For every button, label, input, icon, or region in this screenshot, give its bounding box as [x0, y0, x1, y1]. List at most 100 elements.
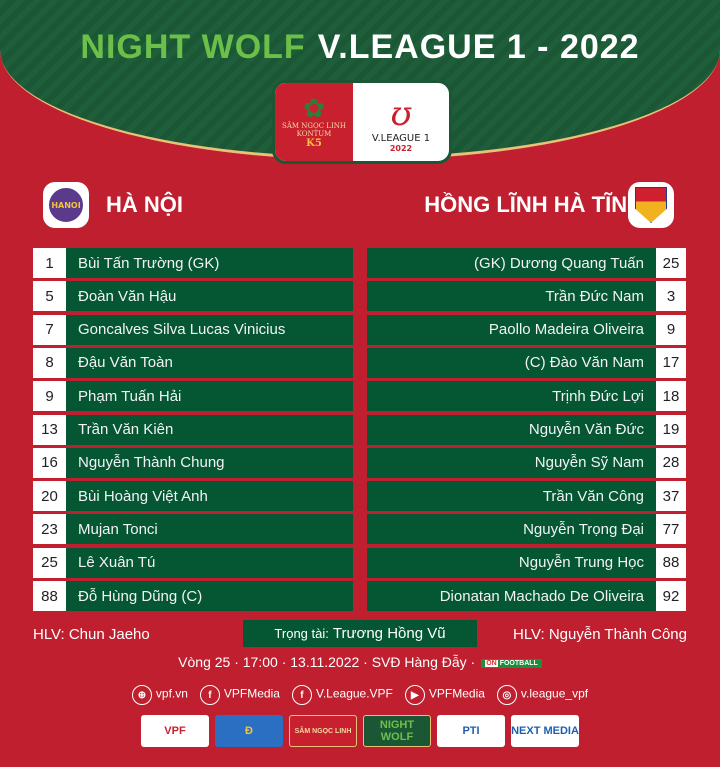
home-player-row: 1 Bùi Tấn Trường (GK) [33, 248, 353, 278]
player-name: Phạm Tuấn Hải [66, 381, 353, 412]
sponsor-name: SÂM NGỌC LINH [282, 121, 346, 130]
sponsor-logo: VPF [141, 715, 209, 747]
player-number: 3 [656, 281, 686, 312]
player-name: Bùi Tấn Trường (GK) [66, 248, 353, 278]
player-name: (GK) Dương Quang Tuấn [367, 248, 656, 278]
home-player-row: 7 Goncalves Silva Lucas Vinicius [33, 314, 353, 345]
player-number: 19 [656, 414, 686, 445]
player-number: 17 [656, 347, 686, 378]
player-number: 8 [33, 347, 66, 378]
social-label: VPFMedia [223, 686, 280, 701]
page-title: NIGHT WOLF V.LEAGUE 1 - 2022 [0, 28, 720, 67]
home-player-row: 9 Phạm Tuấn Hải [33, 381, 353, 412]
player-name: Nguyễn Sỹ Nam [367, 447, 656, 478]
player-name: Trần Đức Nam [367, 281, 656, 312]
player-number: 18 [656, 381, 686, 412]
away-player-row: Nguyễn Văn Đức 19 [367, 414, 686, 445]
player-name: Goncalves Silva Lucas Vinicius [66, 314, 353, 345]
broadcaster-on: ON [485, 659, 498, 667]
onfootball-logo: ON FOOTBALL [481, 658, 542, 668]
badge-year: 2022 [389, 144, 413, 153]
player-number: 7 [33, 314, 66, 345]
youtube-icon: ▶ [404, 685, 425, 705]
social-link[interactable]: ▶ VPFMedia [404, 685, 485, 705]
player-name: Lê Xuân Tú [66, 547, 353, 578]
home-team-name: HÀ NỘI [106, 192, 183, 217]
globe-icon: ⊕ [131, 685, 152, 705]
referee-label: Trọng tài: [274, 626, 329, 641]
player-number: 88 [33, 581, 66, 611]
sponsor-sub: KONTUM [296, 129, 332, 138]
player-name: Bùi Hoàng Việt Anh [66, 481, 353, 512]
social-label: V.League.VPF [315, 686, 393, 701]
away-player-row: Dionatan Machado De Oliveira 92 [367, 581, 686, 611]
social-link[interactable]: f V.League.VPF [291, 685, 393, 705]
player-number: 25 [33, 547, 66, 578]
home-player-row: 23 Mujan Tonci [33, 514, 353, 545]
sponsor-logo: NEXT MEDIA [511, 715, 579, 747]
instagram-icon: ◎ [496, 685, 517, 705]
player-name: Dionatan Machado De Oliveira [367, 581, 656, 611]
social-link[interactable]: ◎ v.league_vpf [496, 685, 589, 705]
home-coach: HLV: Chun Jaeho [33, 626, 150, 643]
away-team-name: HỒNG LĨNH HÀ TĨNH [424, 192, 643, 217]
player-number: 28 [656, 447, 686, 478]
referee-bar: Trọng tài: Trương Hồng Vũ [243, 620, 477, 647]
player-number: 77 [656, 514, 686, 545]
away-player-row: Trịnh Đức Lợi 18 [367, 381, 686, 412]
player-name: Paollo Madeira Oliveira [367, 314, 656, 345]
player-name: Nguyễn Thành Chung [66, 447, 353, 478]
player-number: 37 [656, 481, 686, 512]
player-number: 9 [33, 381, 66, 412]
player-number: 25 [656, 248, 686, 278]
away-player-row: Trần Đức Nam 3 [367, 281, 686, 312]
home-crest: HANOI [43, 182, 89, 228]
away-crest [628, 182, 674, 228]
home-player-row: 5 Đoàn Văn Hậu [33, 281, 353, 312]
away-player-row: (C) Đào Văn Nam 17 [367, 347, 686, 378]
social-label: v.league_vpf [520, 686, 589, 701]
away-player-row: Nguyễn Sỹ Nam 28 [367, 447, 686, 478]
player-name: Đậu Văn Toàn [66, 347, 353, 378]
broadcaster-name: FOOTBALL [499, 659, 538, 667]
facebook-icon: f [291, 685, 312, 705]
ginseng-flower-icon: ✿ [303, 93, 325, 124]
home-player-row: 13 Trần Văn Kiên [33, 414, 353, 445]
sponsor-logo: Đ [215, 715, 283, 747]
match-info: Vòng 25 · 17:00 · 13.11.2022 · SVĐ Hàng … [0, 654, 720, 670]
player-name: Nguyễn Trọng Đại [367, 514, 656, 545]
social-label: VPFMedia [428, 686, 485, 701]
player-number: 9 [656, 314, 686, 345]
player-name: Nguyễn Trung Học [367, 547, 656, 578]
league-title: V.LEAGUE 1 - 2022 [317, 28, 640, 66]
badge-league: V.LEAGUE 1 [371, 133, 431, 144]
away-coach: HLV: Nguyễn Thành Công [512, 626, 687, 643]
social-link[interactable]: ⊕ vpf.vn [131, 685, 188, 705]
sponsor-logo: NIGHT WOLF [363, 715, 431, 747]
player-name: Đỗ Hùng Dũng (C) [66, 581, 353, 611]
away-player-row: Nguyễn Trọng Đại 77 [367, 514, 686, 545]
home-player-row: 25 Lê Xuân Tú [33, 547, 353, 578]
player-number: 16 [33, 447, 66, 478]
home-player-row: 8 Đậu Văn Toàn [33, 347, 353, 378]
player-number: 13 [33, 414, 66, 445]
away-player-row: Paollo Madeira Oliveira 9 [367, 314, 686, 345]
sponsor-logo: SÂM NGỌC LINH [289, 715, 357, 747]
player-number: 92 [656, 581, 686, 611]
player-name: Nguyễn Văn Đức [367, 414, 656, 445]
home-player-row: 20 Bùi Hoàng Việt Anh [33, 481, 353, 512]
player-name: Mujan Tonci [66, 514, 353, 545]
player-number: 23 [33, 514, 66, 545]
hanoi-crest-icon: HANOI [49, 188, 83, 222]
league-logo-badge: ✿ SÂM NGỌC LINH KONTUM K5 ʊ V.LEAGUE 1 2022 [272, 80, 452, 164]
away-player-row: Trần Văn Công 37 [367, 481, 686, 512]
player-name: (C) Đào Văn Nam [367, 347, 656, 378]
player-name: Đoàn Văn Hậu [66, 281, 353, 312]
sponsor-mark: K5 [306, 137, 322, 149]
night-wolf-brand: NIGHT WOLF [80, 28, 306, 66]
social-link[interactable]: f VPFMedia [199, 685, 280, 705]
vleague-logo-icon: ʊ [390, 94, 412, 134]
player-name: Trần Văn Kiên [66, 414, 353, 445]
home-player-row: 88 Đỗ Hùng Dũng (C) [33, 581, 353, 611]
home-player-row: 16 Nguyễn Thành Chung [33, 447, 353, 478]
